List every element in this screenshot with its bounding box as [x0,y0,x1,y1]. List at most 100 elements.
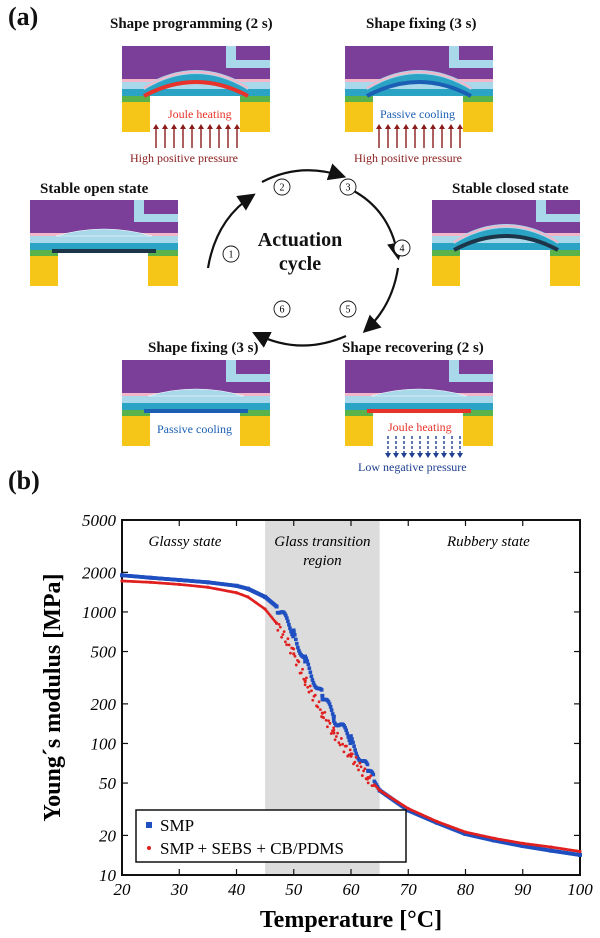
data-point-composite [294,663,298,667]
x-tick-label: 60 [343,880,361,899]
data-point-smp [234,583,239,588]
y-tick-label: 1000 [82,603,117,622]
data-point-composite [303,679,307,683]
pressure-arrow-programming-head [234,124,240,129]
data-point-composite [299,671,303,675]
step-circle [273,300,291,318]
cell-fixing-bottom [122,360,270,446]
data-point-smp [353,748,357,752]
actuation-cycle-arrows: 1 2 3 4 5 6 [206,163,411,348]
teal-layer [345,89,493,96]
data-point-composite [292,652,296,656]
dome-pink [143,71,249,89]
data-point-composite [308,684,312,688]
data-point-composite [338,743,342,747]
data-point-composite [287,643,291,647]
pressure-arrow-fixing-head [394,124,400,129]
data-point-smp [328,704,333,709]
pressure-arrow-fixing-head [412,124,418,129]
data-point-smp [296,645,300,650]
data-point-composite [366,776,370,780]
membrane-layer [122,82,270,89]
data-point-smp [285,616,289,620]
y-tick-label: 100 [91,734,117,753]
data-point-composite [334,735,338,738]
pressure-arrow-programming-head [225,124,231,129]
yellow-support-left [432,256,460,286]
data-point-smp [549,848,554,853]
green-pad-left [432,250,460,256]
fluid-channel [449,46,493,68]
yellow-support-right [240,102,270,132]
yellow-support-left [30,256,58,286]
data-point-composite [292,647,296,651]
data-point-smp [406,808,411,813]
data-point-smp [245,586,250,591]
step-circle [339,300,357,318]
data-point-smp [370,770,375,775]
device-cross-section [30,200,178,286]
step-number: 5 [346,305,351,316]
pressure-label-recovering: Low negative pressure [358,460,467,474]
y-axis-label: Young´s modulus [MPa] [40,573,66,821]
data-point-smp [292,633,297,637]
cycle-arrow-5 [362,267,400,333]
device-cross-section [345,360,493,446]
data-point-composite [278,625,282,629]
data-point-composite [305,676,308,680]
x-tick-label: 40 [228,880,246,899]
data-point-composite [120,579,124,583]
membrane-layer [122,396,270,403]
data-point-composite [289,651,292,655]
step-number: 2 [280,183,285,194]
cell-open [30,200,178,286]
green-pad-right [240,410,270,416]
modulus-chart: 20 30 40 50 60 70 80 90 100102050100200500100020… [40,511,593,933]
y-tick-label: 20 [99,826,117,845]
x-tick-label: 20 [114,880,132,899]
data-point-smp [355,754,359,759]
negative-pressure-arrow-head [409,453,415,458]
series-smp-sebs-cb-pdms [120,579,582,854]
pressure-arrow-programming-head [216,124,222,129]
yellow-support-right [240,416,270,446]
data-point-smp [352,744,356,749]
pressure-arrow-programming-head [207,124,213,129]
pressure-arrow-fixing-head [421,124,427,129]
data-point-composite [285,643,289,647]
legend-label-composite: SMP + SEBS + CB/PDMS [160,839,344,858]
data-point-smp [310,678,315,682]
data-point-composite [355,764,359,768]
heater-layer [143,80,249,98]
data-point-smp [343,725,347,730]
cycle-arrow-4 [351,189,405,261]
pressure-arrow-fixing-head [385,124,391,129]
green-pad-right [463,410,493,416]
x-tick-label: 30 [170,880,189,899]
data-point-smp [344,728,348,733]
device-cross-section [432,200,580,286]
heater-layer [367,409,471,413]
data-point-smp [326,700,331,704]
cell-recovering [345,360,493,446]
data-point-composite [336,731,340,735]
caption-joule-heating-top: Joule heating [168,107,232,121]
step-number: 3 [346,183,351,194]
heater-layer [144,409,248,413]
cycle-arrow-1 [206,193,256,269]
dome-teal [454,228,558,250]
caption-joule-heating-bottom: Joule heating [388,420,452,434]
data-point-smp [578,852,582,857]
pressure-arrow-programming-head [171,124,177,129]
membrane-layer [345,396,493,403]
dome-pink [453,225,559,243]
data-point-composite [313,693,317,697]
data-point-composite [316,705,320,709]
negative-pressure-arrow-head [449,453,455,458]
data-point-composite [322,716,326,720]
data-point-smp [330,712,335,716]
actuation-cycle-label: Actuation cycle [255,228,345,276]
pressure-arrow-fixing-head [376,124,382,129]
cell-closed [432,200,580,286]
data-point-composite [329,732,333,735]
